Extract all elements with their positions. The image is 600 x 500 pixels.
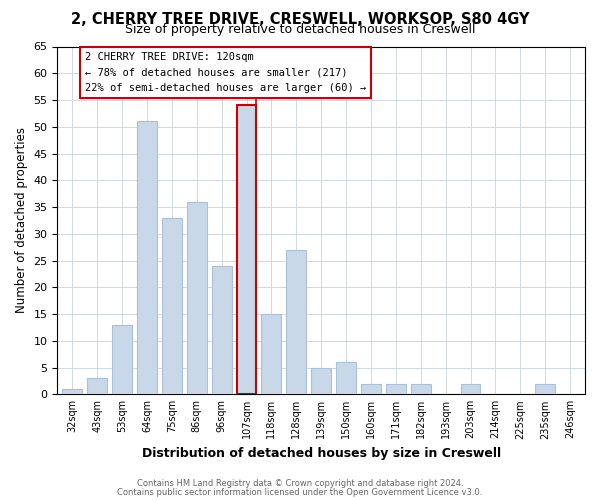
- Bar: [411, 384, 431, 394]
- Bar: [311, 368, 331, 394]
- Bar: [461, 384, 481, 394]
- X-axis label: Distribution of detached houses by size in Creswell: Distribution of detached houses by size …: [142, 447, 501, 460]
- Bar: [236, 106, 256, 395]
- Bar: [62, 389, 82, 394]
- Text: 2 CHERRY TREE DRIVE: 120sqm
← 78% of detached houses are smaller (217)
22% of se: 2 CHERRY TREE DRIVE: 120sqm ← 78% of det…: [85, 52, 366, 93]
- Bar: [361, 384, 381, 394]
- Bar: [535, 384, 555, 394]
- Text: 2, CHERRY TREE DRIVE, CRESWELL, WORKSOP, S80 4GY: 2, CHERRY TREE DRIVE, CRESWELL, WORKSOP,…: [71, 12, 529, 28]
- Bar: [286, 250, 306, 394]
- Bar: [112, 324, 132, 394]
- Bar: [386, 384, 406, 394]
- Text: Contains public sector information licensed under the Open Government Licence v3: Contains public sector information licen…: [118, 488, 482, 497]
- Bar: [187, 202, 207, 394]
- Bar: [262, 314, 281, 394]
- Bar: [162, 218, 182, 394]
- Text: Contains HM Land Registry data © Crown copyright and database right 2024.: Contains HM Land Registry data © Crown c…: [137, 479, 463, 488]
- Bar: [137, 122, 157, 394]
- Y-axis label: Number of detached properties: Number of detached properties: [15, 128, 28, 314]
- Bar: [87, 378, 107, 394]
- Bar: [336, 362, 356, 394]
- Text: Size of property relative to detached houses in Creswell: Size of property relative to detached ho…: [125, 22, 475, 36]
- Bar: [212, 266, 232, 394]
